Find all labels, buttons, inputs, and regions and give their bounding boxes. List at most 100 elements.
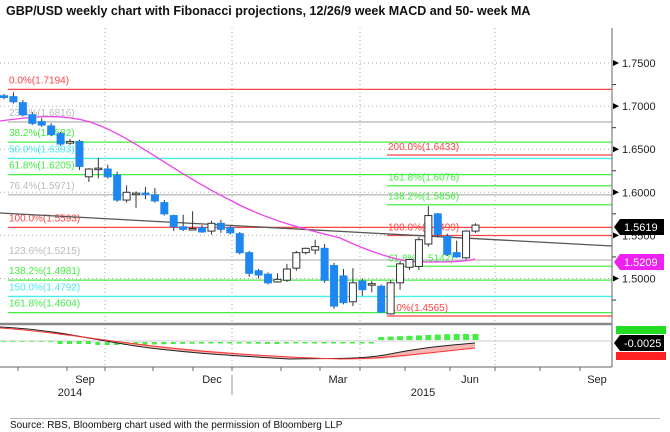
macd-histogram-bar [397, 336, 404, 340]
macd-histogram-bar [76, 341, 82, 344]
candle [132, 192, 141, 196]
fib-label: 161.8%(1.6076) [388, 173, 459, 184]
macd-histogram-bar [387, 336, 394, 340]
chart-title: GBP/USD weekly chart with Fibonacci proj… [6, 4, 531, 18]
fib-label: 0.0%(1.4565) [388, 303, 448, 314]
candle [150, 194, 159, 202]
candle [424, 215, 433, 245]
candle [414, 239, 423, 267]
macd-histogram-bar [312, 342, 318, 344]
divider [10, 418, 660, 419]
candle [301, 247, 310, 254]
candle [320, 247, 329, 281]
candle [330, 265, 339, 307]
fib-label: 138.2%(1.5856) [388, 192, 459, 203]
x-tick-label: Mar [329, 374, 348, 386]
candle [443, 235, 452, 255]
candle [75, 140, 84, 167]
source-note: Source: RBS, Bloomberg chart used with t… [10, 420, 343, 431]
macd-histogram-bar [114, 342, 120, 345]
macd-histogram-bar [67, 341, 73, 344]
tick-arrow [613, 189, 619, 196]
candle [84, 168, 93, 178]
macd-histogram-bar [265, 342, 271, 344]
candle [103, 168, 112, 178]
candle [0, 95, 8, 98]
macd-histogram-bar [217, 342, 223, 344]
y-tick-label: 1.7000 [622, 101, 656, 113]
macd-histogram-bar [1, 341, 6, 342]
fib-label: 123.6%(1.5215) [9, 246, 80, 257]
candle [226, 227, 235, 234]
macd-histogram-bar [19, 341, 25, 342]
macd-histogram-bar [208, 342, 214, 344]
candle [47, 125, 56, 136]
x-tick-label: Dec [202, 374, 222, 386]
fib-label: 200.0%(1.6433) [388, 142, 459, 153]
candle [471, 224, 480, 232]
fib-label: 61.8%(1.6205) [9, 161, 75, 172]
candle [245, 252, 254, 274]
x-tick-label: Sep [75, 374, 95, 386]
macd-histogram-bar [57, 341, 63, 344]
macd-signal-line [0, 327, 476, 360]
candle [160, 202, 169, 215]
macd-histogram-bar [189, 342, 195, 344]
candle [94, 167, 103, 171]
macd-histogram-bar [425, 335, 432, 340]
candle [179, 226, 188, 230]
x-tick-label: Sep [587, 374, 607, 386]
macd-histogram-bar [453, 334, 460, 340]
ma-value-label-bg [614, 254, 664, 270]
last-price-label: 1.5619 [624, 222, 658, 234]
candle [264, 273, 273, 284]
macd-signal-value-tag [616, 352, 666, 360]
macd-histogram-bar [161, 342, 167, 345]
ma-value-label: 1.5209 [624, 257, 658, 269]
candle [462, 230, 471, 259]
macd-histogram-bar [293, 342, 299, 344]
candle [396, 263, 405, 284]
candle [273, 278, 282, 283]
x-tick-label: Jun [461, 374, 479, 386]
fib-label: 138.2%(1.4981) [9, 266, 80, 277]
candle [216, 222, 225, 230]
macd-histogram-bar [283, 342, 289, 344]
candle [56, 133, 65, 145]
macd-histogram-bar [463, 334, 470, 340]
macd-histogram-bar [29, 341, 35, 342]
macd-histogram-bar [331, 342, 337, 344]
last-price-label-bg [614, 219, 664, 235]
y-tick-label: 1.5000 [622, 274, 656, 286]
tick-arrow [613, 60, 619, 66]
candle [198, 227, 207, 233]
candle [122, 191, 131, 201]
y-tick-label: 1.6000 [622, 187, 656, 199]
macd-histogram-bar [236, 342, 242, 344]
fib-label: 38.2%(1.6582) [9, 128, 75, 139]
candle [405, 259, 414, 268]
candle [452, 252, 461, 258]
macd-histogram-bar [444, 334, 451, 340]
macd-histogram-value-tag [616, 326, 666, 334]
macd-histogram-bar [340, 342, 346, 344]
candle [254, 270, 263, 276]
macd-histogram-bar [151, 342, 157, 345]
candle [235, 233, 244, 254]
candle [311, 246, 320, 251]
candle [339, 275, 348, 304]
candle [386, 282, 395, 315]
macd-histogram-bar [302, 342, 308, 344]
candle [207, 222, 216, 232]
candle [367, 283, 376, 286]
macd-histogram-bar [359, 342, 365, 344]
year-label: 2014 [58, 387, 82, 399]
macd-histogram-bar [199, 342, 205, 344]
candle [433, 213, 442, 236]
macd-histogram-bar [274, 342, 280, 345]
macd-histogram-bar [95, 342, 101, 345]
tick-arrow [613, 146, 619, 153]
candle [9, 96, 18, 103]
macd-histogram-bar [10, 341, 16, 342]
macd-histogram-bar [368, 342, 374, 344]
